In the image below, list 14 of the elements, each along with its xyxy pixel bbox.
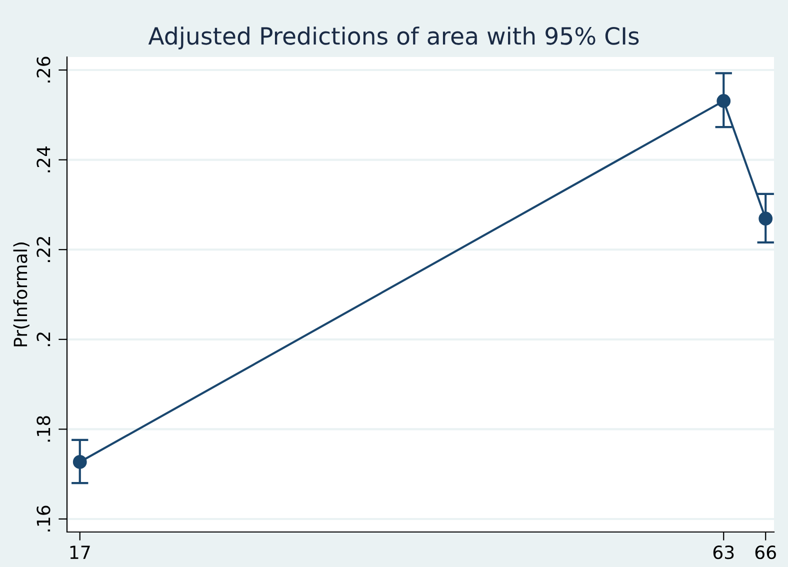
y-axis-title: Pr(Informal) — [13, 242, 30, 346]
y-tick-label: .16 — [36, 506, 50, 532]
y-tick-label: .26 — [36, 56, 50, 82]
point — [716, 94, 731, 108]
y-tick-label: .22 — [36, 237, 50, 262]
x-tick-label: 63 — [713, 546, 734, 560]
y-tick-label: .18 — [36, 416, 50, 442]
x-tick-label: 66 — [755, 546, 776, 560]
x-tick-label: 17 — [70, 546, 90, 559]
y-tick-label: .2 — [36, 332, 50, 346]
y-tick-label: .24 — [36, 146, 50, 172]
point — [72, 455, 87, 469]
point — [758, 212, 773, 226]
chart-title: Adjusted Predictions of area with 95% CIs — [148, 26, 639, 50]
